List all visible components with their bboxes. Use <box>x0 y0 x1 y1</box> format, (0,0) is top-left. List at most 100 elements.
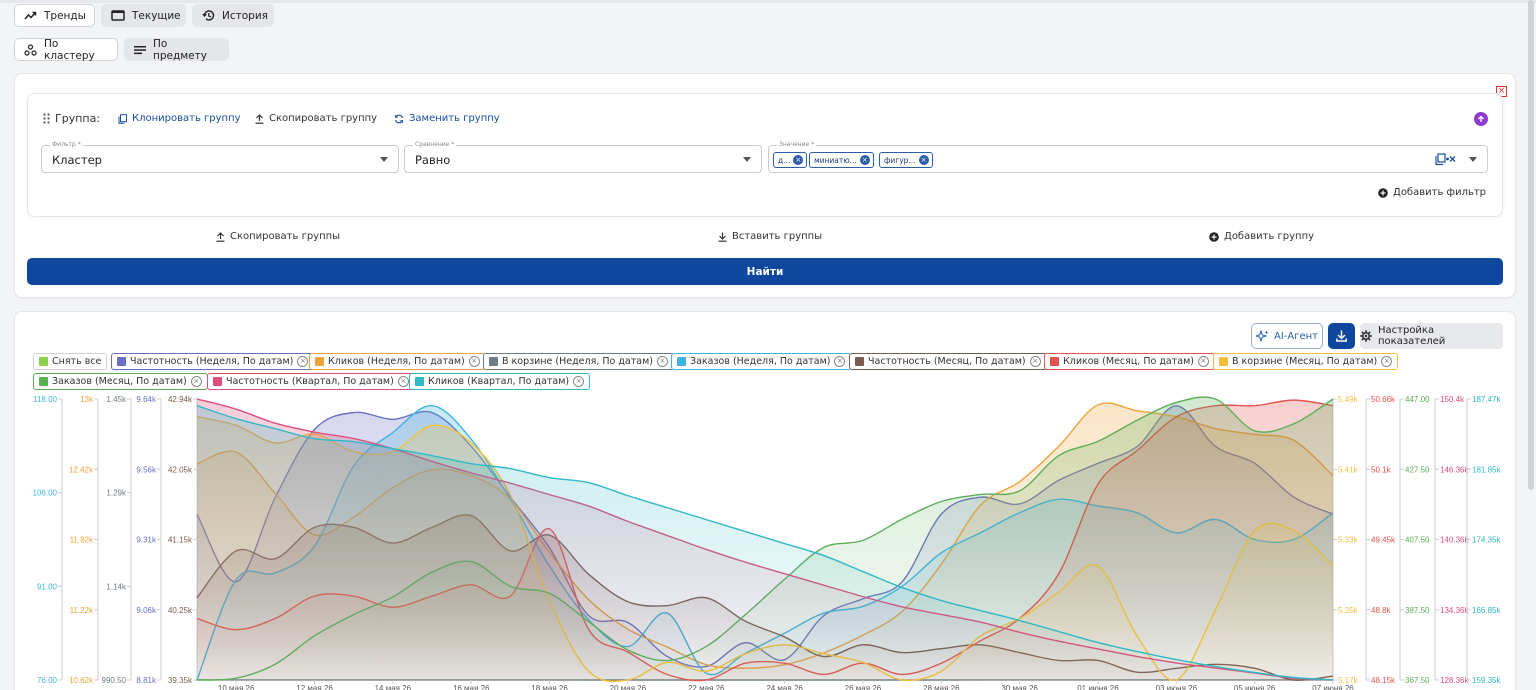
legend-label: Заказов (Неделя, По датам) <box>690 356 831 367</box>
legend-label: Кликов (Неделя, По датам) <box>328 356 465 367</box>
chevron-down-icon <box>380 157 388 162</box>
copy-groups-button[interactable]: Скопировать группы <box>216 231 340 242</box>
y-tick-label: 39.35k <box>168 676 193 685</box>
filter-select-label: Фильтр * <box>50 141 83 149</box>
y-tick-label: 48.8k <box>1371 606 1392 615</box>
y-tick-label: 1.45k <box>106 395 127 404</box>
download-button[interactable] <box>1328 323 1355 349</box>
chip-remove-icon[interactable]: × <box>859 155 870 165</box>
remove-icon[interactable]: × <box>834 356 846 367</box>
y-tick-label: 9.31k <box>136 536 157 545</box>
tab-history[interactable]: История <box>192 4 274 27</box>
gear-icon <box>1360 330 1372 342</box>
y-tick-label: 11.82k <box>70 536 94 545</box>
x-tick-label: 28 мая 26 <box>923 684 960 690</box>
remove-icon[interactable]: × <box>573 376 585 387</box>
y-tick-label: 5.49k <box>1338 395 1359 404</box>
remove-icon[interactable]: × <box>1029 356 1041 367</box>
chip-remove-icon[interactable]: × <box>918 155 929 165</box>
legend-item[interactable]: Заказов (Неделя, По датам) × <box>671 353 852 370</box>
legend-swatch <box>117 357 126 366</box>
legend-swatch <box>415 377 424 386</box>
x-tick-label: 03 июня 26 <box>1156 684 1198 690</box>
legend-clear-all[interactable]: Снять все <box>33 353 108 370</box>
filter-select[interactable]: Фильтр * Кластер <box>41 141 399 173</box>
tab-by-subject[interactable]: По предмету <box>124 38 229 62</box>
chevron-down-icon <box>743 157 751 162</box>
tab-current[interactable]: Текущие <box>101 4 186 27</box>
y-tick-label: 9.56k <box>136 465 157 474</box>
legend-item[interactable]: Частотность (Неделя, По датам) × <box>111 353 315 370</box>
remove-icon[interactable]: × <box>1381 356 1393 367</box>
value-multiselect[interactable]: Значение * д... × миниатю... × фигур... … <box>768 141 1488 173</box>
paste-groups-label: Вставить группы <box>732 231 823 242</box>
remove-icon[interactable]: × <box>1197 356 1209 367</box>
y-tick-label: 118.00 <box>33 395 57 404</box>
value-chip[interactable]: миниатю... × <box>809 152 874 168</box>
paste-groups-button[interactable]: Вставить группы <box>718 231 822 242</box>
legend-label: Частотность (Квартал, По датам) <box>226 376 394 387</box>
y-tick-label: 174.35k <box>1472 536 1501 545</box>
metrics-settings-button[interactable]: Настройка показателей <box>1360 323 1503 349</box>
remove-icon[interactable]: × <box>190 376 202 387</box>
legend-item[interactable]: В корзине (Неделя, По датам) × <box>483 353 674 370</box>
remove-icon[interactable]: × <box>297 356 309 367</box>
compare-select-label: Сравнение * <box>413 141 457 149</box>
ai-agent-button[interactable]: AI-Агент <box>1251 323 1323 349</box>
tab-by-cluster-label: По кластеру <box>44 37 95 62</box>
y-tick-label: 50.66k <box>1371 395 1396 404</box>
y-tick-label: 9.64k <box>136 395 157 404</box>
legend-item[interactable]: Кликов (Квартал, По датам) × <box>409 373 591 390</box>
refresh-icon <box>394 114 404 124</box>
remove-icon[interactable]: × <box>397 376 409 387</box>
add-group-label: Добавить группу <box>1224 231 1315 242</box>
tab-by-cluster[interactable]: По кластеру <box>14 37 118 62</box>
y-tick-label: 140.36k <box>1440 536 1469 545</box>
y-tick-label: 41.15k <box>168 536 193 545</box>
legend-item[interactable]: Заказов (Месяц, По датам) × <box>33 373 208 390</box>
x-tick-label: 24 мая 26 <box>766 684 803 690</box>
clone-group-button[interactable]: Клонировать группу <box>118 113 241 124</box>
value-chip-label: д... <box>778 155 791 165</box>
x-tick-label: 26 мая 26 <box>845 684 882 690</box>
tab-trends[interactable]: Тренды <box>14 4 95 27</box>
copy-clear-icon[interactable] <box>1435 153 1457 166</box>
add-group-button[interactable]: Добавить группу <box>1209 231 1314 242</box>
remove-icon[interactable]: × <box>656 356 668 367</box>
y-tick-label: 76.00 <box>37 676 58 685</box>
replace-group-button[interactable]: Заменить группу <box>394 113 500 124</box>
find-button[interactable]: Найти <box>27 258 1503 285</box>
upload-circle-icon[interactable] <box>1474 112 1488 126</box>
window-icon <box>111 10 125 21</box>
y-tick-label: 9.06k <box>136 606 157 615</box>
y-tick-label: 11.22k <box>70 606 94 615</box>
y-tick-label: 447.00 <box>1405 395 1430 404</box>
value-chip-label: миниатю... <box>814 155 857 165</box>
value-chip[interactable]: д... × <box>773 152 808 168</box>
compare-select[interactable]: Сравнение * Равно <box>404 141 762 173</box>
legend-item[interactable]: В корзине (Месяц, По датам) × <box>1213 353 1399 370</box>
y-tick-label: 134.36k <box>1440 606 1469 615</box>
y-tick-label: 48.15k <box>1371 676 1396 685</box>
legend-item[interactable]: Кликов (Месяц, По датам) × <box>1044 353 1215 370</box>
legend-swatch <box>39 377 48 386</box>
value-chip[interactable]: фигур... × <box>879 152 933 168</box>
chip-remove-icon[interactable]: × <box>793 155 804 165</box>
scrollbar[interactable] <box>1528 0 1534 490</box>
x-tick-label: 05 июня 26 <box>1234 684 1276 690</box>
add-filter-button[interactable]: Добавить фильтр <box>1378 187 1486 198</box>
y-tick-label: 49.45k <box>1371 536 1396 545</box>
copy-group-button[interactable]: Скопировать группу <box>255 113 377 124</box>
y-tick-label: 40.25k <box>168 606 193 615</box>
y-tick-label: 42.94k <box>168 395 193 404</box>
legend-label: Частотность (Неделя, По датам) <box>130 356 294 367</box>
legend-item[interactable]: Частотность (Квартал, По датам) × <box>207 373 415 390</box>
legend-item[interactable]: Частотность (Месяц, По датам) × <box>849 353 1047 370</box>
y-tick-label: 150.4k <box>1440 395 1465 404</box>
chevron-down-icon[interactable] <box>1469 157 1477 162</box>
remove-icon[interactable]: × <box>468 356 480 367</box>
drag-handle-icon[interactable] <box>43 113 50 124</box>
compare-select-value: Равно <box>415 153 451 167</box>
legend-item[interactable]: Кликов (Неделя, По датам) × <box>309 353 486 370</box>
